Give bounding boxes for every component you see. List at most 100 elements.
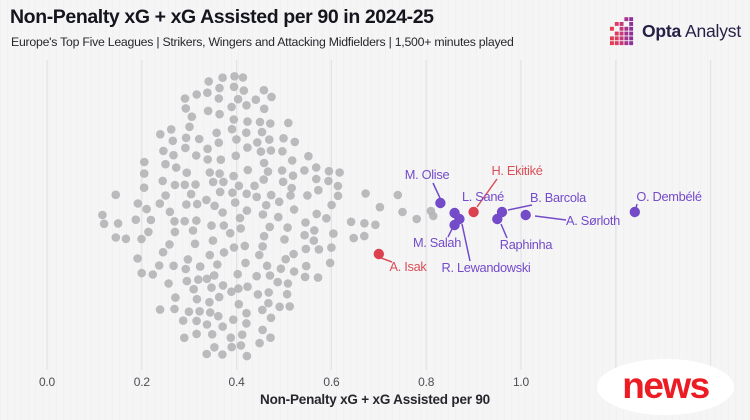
player-dot [454, 213, 465, 225]
swarm-dot [286, 191, 295, 200]
swarm-dot [189, 284, 198, 294]
swarm-dot [165, 240, 174, 249]
opta-logo-icon-pixel [614, 22, 619, 26]
swarm-dot [276, 264, 286, 274]
swarm-dot [429, 211, 438, 221]
swarm-dot [121, 234, 131, 244]
swarm-dot [266, 313, 276, 323]
swarm-dot [192, 316, 201, 326]
opta-logo-icon-pixel [619, 22, 624, 26]
swarm-dot [237, 330, 247, 340]
swarm-dot [312, 209, 322, 219]
swarm-dot [139, 183, 149, 192]
opta-logo-icon-pixel [624, 31, 629, 36]
swarm-dot [314, 185, 323, 195]
swarm-dot [300, 272, 310, 282]
swarm-dot [212, 128, 221, 138]
player-labels: M. Olise H. Ekitiké L. Sané M. Salah R. Lewa… [389, 163, 702, 275]
swarm-dot [205, 250, 215, 260]
leader-line [507, 204, 533, 211]
swarm-dot [170, 304, 179, 314]
swarm-dot [230, 198, 240, 207]
swarm-dot [195, 262, 205, 271]
swarm-dot [202, 349, 211, 359]
swarm-dot [192, 329, 201, 339]
swarm-dot [137, 234, 146, 244]
swarm-dot [207, 283, 216, 292]
swarm-dot [282, 289, 292, 299]
swarm-dot [165, 207, 175, 217]
x-tick-label: 0.0 [39, 375, 56, 389]
swarm-dot [312, 174, 321, 184]
swarm-dot [156, 130, 165, 139]
swarm-dot [258, 210, 268, 219]
swarm-dot [180, 94, 190, 103]
swarm-dot [226, 333, 236, 343]
player-label: A. Isak [389, 259, 427, 274]
swarm-dot [324, 176, 333, 186]
swarm-dot [234, 181, 244, 191]
swarm-dot [210, 343, 219, 352]
swarm-dot [412, 214, 422, 224]
news-badge: news [597, 359, 734, 415]
swarm-dot [98, 210, 107, 220]
opta-logo-icon-pixel [609, 41, 614, 46]
chart-subtitle: Europe's Top Five Leagues | Strikers, Wi… [11, 35, 514, 49]
opta-logo-icon-pixel [624, 17, 629, 22]
swarm-dot [313, 273, 323, 282]
swarm-dot [219, 248, 229, 257]
leader-line [500, 223, 508, 239]
swarm-dot [241, 258, 250, 268]
swarm-dot [310, 226, 319, 235]
swarm-dot [148, 270, 158, 279]
opta-logo-icon-pixel [614, 41, 619, 46]
swarm-dot [215, 109, 224, 119]
swarm-dot [203, 144, 212, 154]
swarm-dot [207, 221, 216, 230]
news-badge-label: news [622, 364, 710, 406]
swarm-dot [131, 215, 141, 224]
swarm-dot [349, 233, 359, 243]
swarm-dot [243, 282, 252, 292]
swarm-dot [227, 342, 236, 352]
swarm-dot [274, 212, 283, 222]
opta-analyst-logo: Opta Analyst [609, 16, 741, 46]
swarm-dot [219, 221, 229, 230]
swarm-dot [303, 191, 312, 200]
swarm-dot [322, 214, 331, 223]
swarm-dot [274, 197, 284, 207]
swarm-dot [194, 134, 204, 144]
opta-logo-text-bold: Opta [641, 20, 681, 41]
swarm-dot [218, 281, 228, 290]
swarm-dot [304, 151, 313, 161]
swarm-dot [259, 231, 269, 241]
opta-logo-text: Opta Analyst [642, 21, 741, 42]
swarm-dot [239, 86, 249, 95]
swarm-dot [133, 254, 142, 263]
swarm-dot [171, 163, 181, 172]
player-label: M. Olise [405, 167, 450, 182]
x-axis-title: Non-Penalty xG + xG Assisted per 90 [260, 392, 490, 407]
swarm-dot [257, 127, 267, 137]
swarm-dot [275, 302, 284, 312]
swarm-dot [242, 351, 252, 361]
swarm-dot [233, 94, 243, 104]
opta-logo-icon-pixel [624, 41, 629, 46]
swarm-dot [309, 236, 319, 245]
swarm-dot [371, 220, 380, 230]
swarm-dot [279, 134, 288, 143]
swarm-dot [111, 190, 120, 200]
swarm-dot [218, 208, 227, 217]
swarm-dot [252, 271, 261, 281]
swarm-dot [243, 117, 252, 126]
player-dot [629, 206, 640, 218]
swarm-dot [264, 288, 274, 297]
swarm-dot [207, 330, 217, 339]
swarm-dot [259, 85, 269, 95]
swarm-dot [266, 119, 275, 128]
swarm-dot [301, 244, 311, 254]
swarm-dot [234, 284, 243, 293]
opta-logo-icon-pixel [629, 41, 634, 46]
swarm-dot [333, 181, 343, 191]
